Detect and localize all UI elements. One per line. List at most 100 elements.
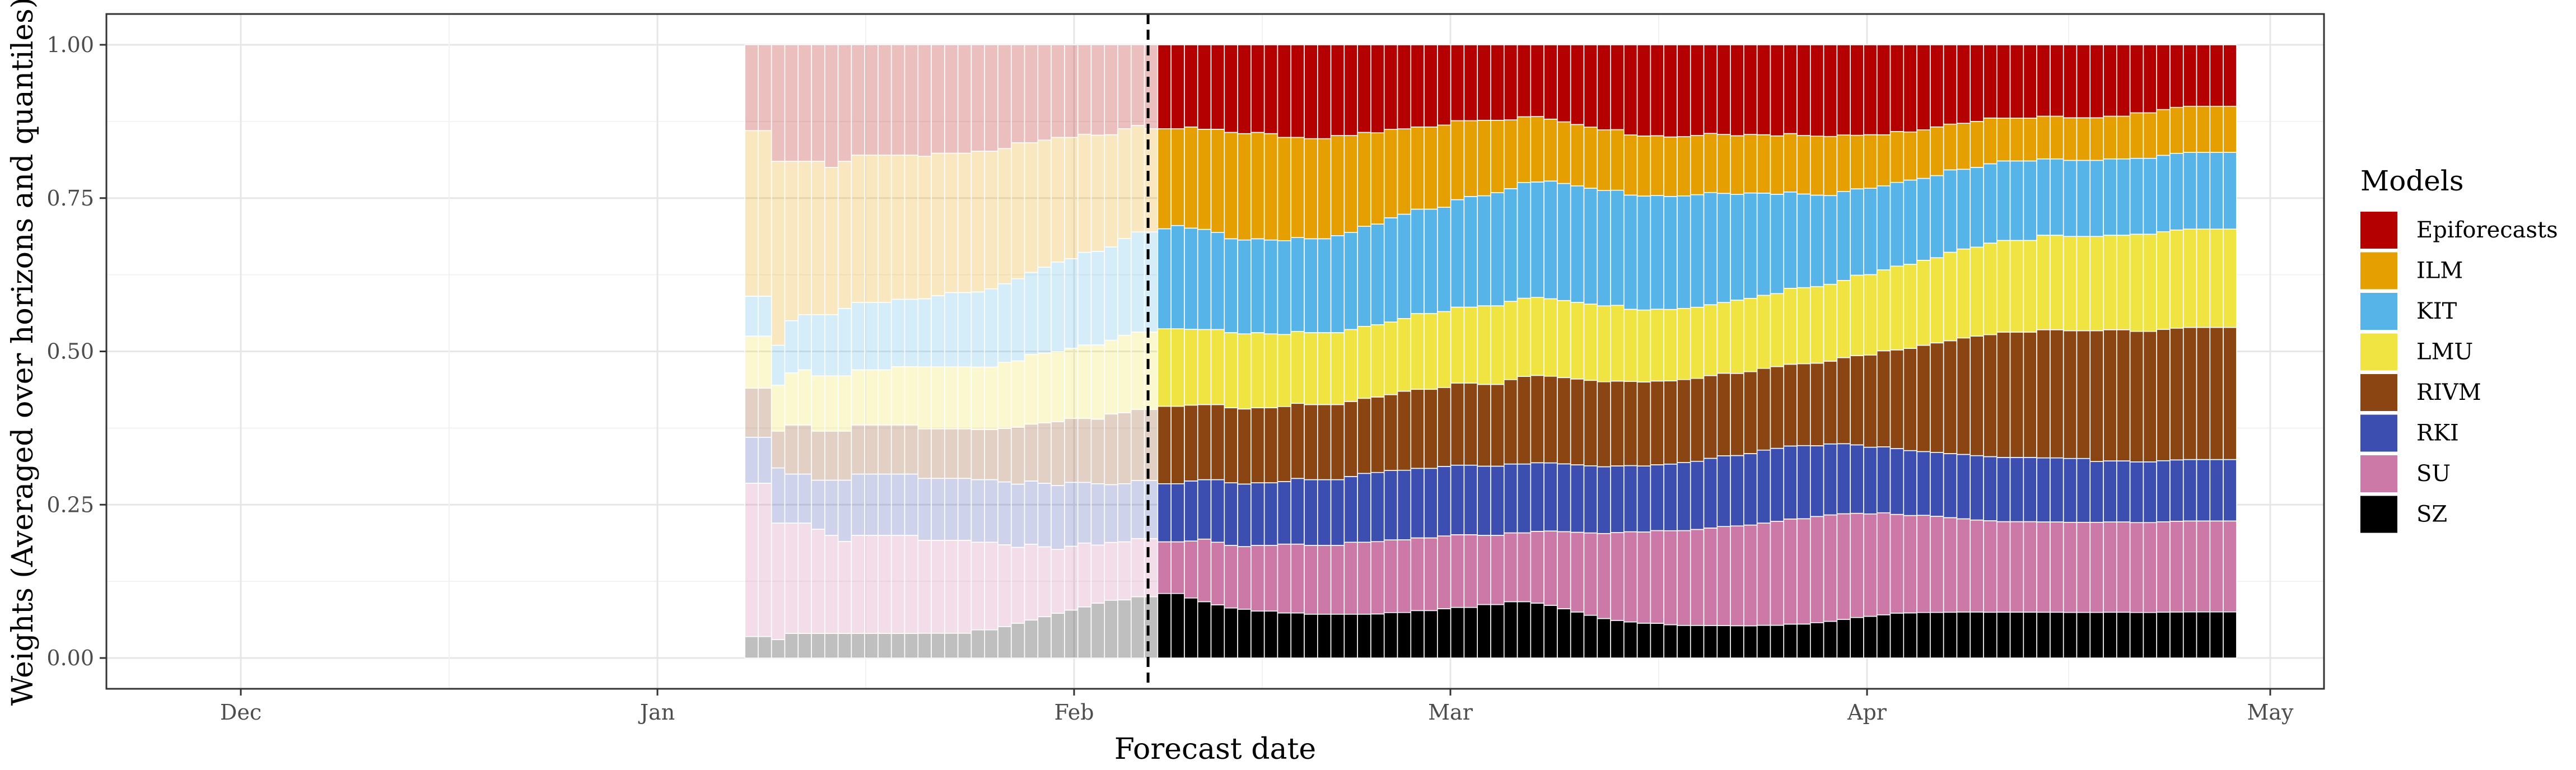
bar-segment-rivm — [1357, 398, 1371, 474]
bar-segment-lmu — [1304, 332, 1318, 405]
bar-segment-rki — [2209, 459, 2224, 522]
bar-segment-rivm — [2223, 326, 2237, 460]
bar-segment-su — [1770, 521, 1785, 626]
bar-segment-rivm — [997, 428, 1012, 483]
bar-segment-sz — [2143, 612, 2157, 659]
bar-segment-kit — [2076, 160, 2091, 237]
bar-segment-epiforecasts — [1903, 44, 1917, 133]
bar-segment-kit — [2156, 155, 2171, 232]
bar-segment-epiforecasts — [1677, 44, 1691, 137]
bar-segment-sz — [1490, 604, 1505, 659]
bar-segment-rivm — [1756, 367, 1771, 451]
bar-segment-sz — [2103, 612, 2117, 659]
bar-segment-su — [771, 522, 786, 640]
bar-segment-su — [2209, 520, 2224, 613]
bar-segment-su — [1956, 518, 1971, 613]
legend-label: ILM — [2416, 258, 2463, 284]
bar-segment-su — [2023, 521, 2037, 613]
bar-segment-sz — [890, 633, 906, 659]
bar-segment-epiforecasts — [1237, 44, 1252, 134]
bar-segment-sz — [1131, 596, 1145, 659]
bar-segment-epiforecasts — [1570, 44, 1585, 125]
bar-segment-rki — [811, 479, 825, 530]
bar-segment-epiforecasts — [824, 44, 839, 168]
bar-segment-sz — [944, 632, 959, 659]
bar-segment-kit — [2196, 152, 2211, 230]
bar-segment-epiforecasts — [1943, 44, 1958, 125]
bar-segment-rki — [1823, 443, 1838, 516]
bar-segment-su — [1304, 545, 1318, 615]
bar-segment-lmu — [1543, 298, 1558, 377]
bar-segment-rki — [1357, 473, 1371, 543]
bar-segment-rki — [2169, 459, 2184, 522]
bar-segment-kit — [2223, 152, 2237, 230]
bar-segment-su — [957, 540, 972, 634]
bar-segment-kit — [1703, 192, 1718, 305]
bar-segment-sz — [1263, 610, 1278, 659]
bar-segment-lmu — [904, 366, 919, 426]
bar-segment-epiforecasts — [2076, 44, 2091, 119]
bar-segment-kit — [1530, 181, 1544, 298]
bar-segment-sz — [1597, 618, 1611, 659]
bar-segment-epiforecasts — [970, 44, 986, 152]
bar-segment-sz — [1383, 612, 1398, 659]
x-tick-label: Jan — [638, 700, 675, 725]
bar-segment-rivm — [890, 424, 906, 475]
bar-segment-lmu — [758, 335, 772, 389]
bar-segment-rivm — [2089, 330, 2104, 462]
bar-segment-ilm — [878, 155, 892, 303]
bar-segment-epiforecasts — [1490, 44, 1505, 121]
bar-segment-kit — [2169, 153, 2184, 231]
bar-segment-sz — [1010, 623, 1025, 659]
bar-segment-rivm — [970, 429, 986, 480]
bar-segment-su — [944, 540, 959, 634]
bar-segment-su — [1064, 545, 1079, 611]
bar-segment-epiforecasts — [2089, 44, 2104, 119]
bar-segment-rivm — [1743, 371, 1758, 454]
bar-segment-kit — [904, 298, 919, 367]
bar-segment-epiforecasts — [771, 44, 786, 162]
bar-segment-su — [1010, 547, 1025, 624]
bar-segment-rivm — [1450, 382, 1465, 466]
bar-segment-rki — [1330, 479, 1345, 546]
bar-segment-sz — [2129, 612, 2144, 659]
bar-segment-rivm — [1530, 375, 1544, 464]
bar-segment-su — [1237, 546, 1252, 610]
bar-segment-ilm — [1010, 142, 1025, 279]
bar-segment-kit — [890, 298, 906, 367]
bar-segment-sz — [1277, 612, 1292, 659]
bar-segment-rivm — [824, 431, 839, 481]
bar-segment-lmu — [851, 369, 865, 426]
bar-segment-ilm — [1930, 126, 1944, 176]
bar-segment-rki — [1677, 462, 1691, 531]
bar-segment-sz — [1170, 592, 1185, 659]
bar-segment-ilm — [1716, 134, 1731, 194]
bar-segment-kit — [837, 308, 852, 377]
bar-segment-epiforecasts — [1503, 44, 1518, 120]
bar-segment-kit — [997, 283, 1012, 363]
bar-segment-lmu — [2156, 231, 2171, 330]
bar-segment-su — [1636, 531, 1651, 624]
bar-segment-kit — [864, 302, 879, 371]
bar-segment-lmu — [970, 366, 986, 430]
bar-segment-su — [1197, 538, 1212, 603]
bar-segment-epiforecasts — [1197, 44, 1212, 130]
bar-segment-su — [917, 540, 932, 634]
bar-segment-rki — [1583, 465, 1598, 534]
bar-segment-ilm — [1424, 126, 1438, 210]
bar-segment-rivm — [1796, 363, 1811, 446]
bar-segment-sz — [984, 629, 998, 659]
bar-segment-sz — [1770, 624, 1785, 659]
bar-segment-ilm — [2062, 117, 2078, 161]
bar-segment-sz — [1823, 620, 1838, 659]
bar-segment-kit — [1783, 191, 1798, 289]
bar-segment-ilm — [2129, 112, 2144, 159]
bar-segment-kit — [824, 314, 839, 377]
bar-segment-rivm — [1104, 413, 1118, 486]
bar-segment-rivm — [1943, 340, 1958, 454]
bar-segment-epiforecasts — [1131, 44, 1145, 126]
bar-segment-rki — [1397, 469, 1412, 540]
bar-segment-lmu — [1916, 260, 1931, 346]
bar-segment-sz — [2023, 612, 2037, 659]
bar-segment-su — [1810, 516, 1824, 623]
